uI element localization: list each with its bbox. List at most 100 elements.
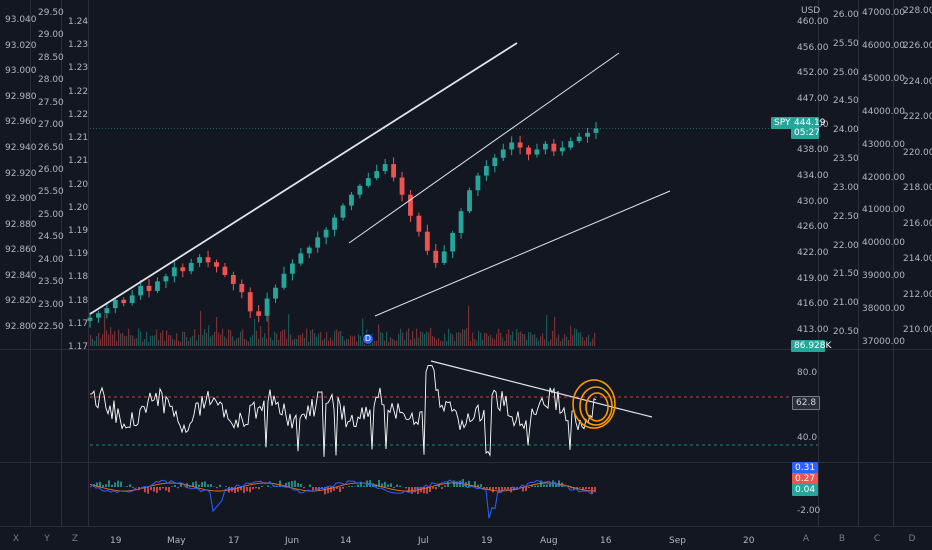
axis-a-button[interactable]: A xyxy=(802,534,810,544)
volume-bar xyxy=(570,325,572,346)
candle-body xyxy=(264,298,270,316)
macd-histogram-bar xyxy=(171,486,173,487)
axis-z-button[interactable]: Z xyxy=(71,534,79,544)
macd-histogram-bar xyxy=(570,487,572,489)
volume-bar xyxy=(512,331,514,346)
volume-bar xyxy=(94,340,96,346)
volume-bar xyxy=(546,314,548,346)
macd-histogram-bar xyxy=(237,487,239,492)
axis-d-button[interactable]: D xyxy=(908,534,916,544)
macd-histogram-bar xyxy=(321,487,323,489)
pane-separator[interactable] xyxy=(0,349,932,350)
macd-histogram-bar xyxy=(315,487,317,490)
trendline-channel-top xyxy=(348,52,620,244)
volume-bar xyxy=(592,338,594,346)
macd-histogram-bar xyxy=(546,484,548,487)
macd-histogram-bar xyxy=(159,487,161,491)
candle-body xyxy=(323,229,329,238)
left-axis-a-label: 92.800 xyxy=(5,322,37,332)
macd-histogram-bar xyxy=(168,487,170,493)
right-axis-1-label: 21.00 xyxy=(833,298,859,309)
volume-bar xyxy=(340,331,342,346)
volume-bar xyxy=(420,331,422,346)
volume-bar xyxy=(422,332,424,346)
right-axis-1-label: 26.00 xyxy=(833,10,859,20)
volume-bar xyxy=(228,329,230,346)
left-axis-a-label: 92.980 xyxy=(5,91,37,102)
left-axis-a-label: 93.020 xyxy=(5,40,37,51)
macd-histogram-bar xyxy=(447,481,449,487)
right-axis-2-label: 39000.00 xyxy=(862,271,905,282)
candle-body xyxy=(450,232,456,252)
price-axis-label: 419.00 xyxy=(797,273,829,284)
volume-bar xyxy=(488,335,490,346)
macd-histogram-bar xyxy=(426,487,428,494)
macd-histogram-bar xyxy=(333,487,335,491)
macd-histogram-bar xyxy=(336,487,338,489)
volume-bar xyxy=(344,340,346,346)
volume-bar xyxy=(182,331,184,346)
macd-histogram-bar xyxy=(513,487,515,491)
volume-bar xyxy=(316,336,318,346)
macd-histogram-bar xyxy=(114,482,116,487)
price-axis-label: 447.00 xyxy=(797,94,829,104)
right-axis-1-label: 21.50 xyxy=(833,269,859,280)
macd-histogram-bar xyxy=(210,484,212,487)
right-axis-1-label: 25.50 xyxy=(833,38,859,49)
left-axis-a-label: 92.840 xyxy=(5,270,37,281)
countdown-tag: 05:27 xyxy=(791,127,820,139)
volume-bar xyxy=(230,330,232,346)
right-axis-3-label: 224.00 xyxy=(903,76,932,87)
macd-line xyxy=(89,479,595,519)
volume-bar xyxy=(412,330,414,346)
candle-body xyxy=(357,185,363,195)
volume-bar xyxy=(548,341,550,346)
pane-separator[interactable] xyxy=(0,462,932,463)
volume-bar xyxy=(122,332,124,346)
volume-bar xyxy=(194,329,196,346)
currency-label[interactable]: USD xyxy=(801,6,821,16)
candle-body xyxy=(483,166,489,176)
axis-y-button[interactable]: Y xyxy=(44,534,50,544)
volume-bar xyxy=(108,334,110,346)
right-axis-1-label: 24.50 xyxy=(833,96,859,107)
volume-bar xyxy=(102,334,104,346)
candle-body xyxy=(256,311,262,316)
macd-histogram-bar xyxy=(138,487,140,490)
volume-bar xyxy=(136,338,138,346)
left-axis-b-label: 27.00 xyxy=(38,120,64,131)
macd-histogram-bar xyxy=(102,484,104,487)
earnings-marker-icon[interactable]: D xyxy=(362,333,374,345)
volume-bar xyxy=(334,330,336,346)
candle-body xyxy=(593,128,599,133)
axis-x-button[interactable]: X xyxy=(12,534,20,544)
volume-bar xyxy=(222,328,224,346)
left-axis-c-label: 1.18 xyxy=(68,295,89,306)
candle-body xyxy=(138,285,143,296)
macd-histogram-bar xyxy=(216,487,218,489)
volume-bar xyxy=(456,332,458,346)
axis-c-button[interactable]: C xyxy=(873,534,881,544)
volume-bar xyxy=(238,337,240,346)
candle-body xyxy=(340,205,346,218)
volume-bar xyxy=(324,338,326,346)
right-axis-3-label: 222.00 xyxy=(903,112,932,123)
macd-histogram-bar xyxy=(117,480,119,487)
volume-bar xyxy=(322,340,324,346)
volume-bar xyxy=(414,338,416,346)
volume-bar xyxy=(100,338,102,346)
candle-body xyxy=(458,211,464,233)
left-axis-b-label: 23.00 xyxy=(38,299,64,310)
price-axis-label: 452.00 xyxy=(797,68,829,79)
left-axis-c-label: 1.24 xyxy=(68,17,89,27)
volume-bar xyxy=(404,340,406,346)
axis-b-button[interactable]: B xyxy=(838,534,846,544)
left-axis-c-label: 1.20 xyxy=(68,179,89,190)
left-axis-c-label: 1.21 xyxy=(68,133,89,144)
candle-body xyxy=(500,149,506,158)
left-axis-c-label: 1.19 xyxy=(68,225,89,236)
candle-body xyxy=(399,177,405,195)
macd-histogram-bar xyxy=(468,480,470,487)
